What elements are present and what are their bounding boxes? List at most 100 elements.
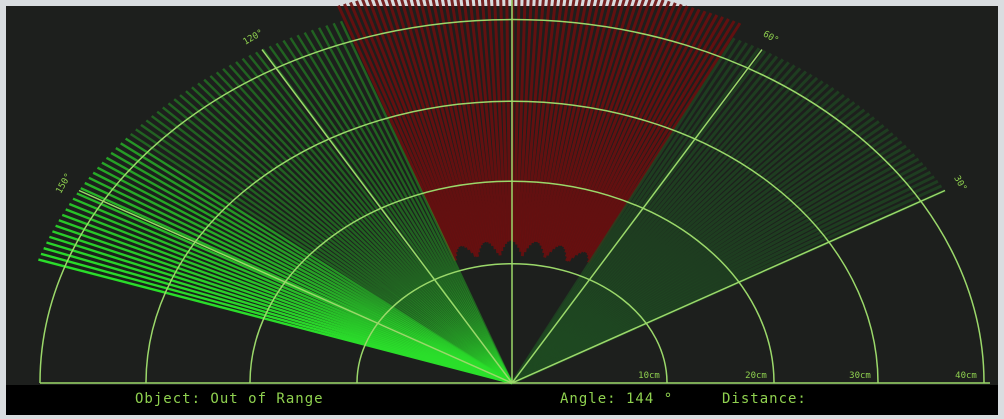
sweep-near — [317, 27, 514, 384]
sweep-far — [542, 0, 607, 254]
sweep-near — [156, 110, 513, 384]
sweep-far — [561, 0, 659, 248]
sweep-far — [513, 0, 521, 243]
sweep-near — [162, 106, 513, 384]
sweep-far — [539, 0, 595, 246]
sweep-far — [586, 18, 730, 257]
status-bar — [6, 385, 998, 415]
distance-label: 20cm — [745, 371, 767, 381]
sweep-far — [380, 0, 468, 248]
sweep-far — [560, 0, 652, 247]
distance-label: 30cm — [849, 371, 871, 381]
sweep-far — [393, 0, 474, 254]
sweep-far — [587, 22, 742, 264]
sweep-far — [543, 0, 613, 258]
sweep-far — [367, 0, 463, 247]
sweep-far — [557, 0, 646, 247]
sweep-far — [530, 0, 570, 244]
radial-line — [78, 189, 513, 384]
sweep-near — [197, 82, 513, 384]
sweep-far — [564, 0, 671, 254]
sweep-far — [578, 10, 707, 254]
sweep-far — [552, 0, 633, 250]
sweep-near — [215, 71, 513, 384]
sweep-near — [303, 32, 514, 384]
sweep-far — [567, 5, 689, 262]
sweep-far — [528, 0, 564, 246]
sweep-near — [191, 86, 513, 384]
sweep-far — [462, 0, 497, 250]
sweep-near — [151, 115, 513, 384]
sweep-near — [282, 39, 513, 384]
sweep-far — [585, 16, 724, 254]
sweep-near — [185, 90, 513, 384]
sweep-far — [587, 20, 736, 260]
sweep-near — [235, 61, 513, 384]
sweep-near — [135, 128, 513, 384]
sweep-far — [493, 0, 508, 245]
sweep-far — [499, 0, 510, 242]
sweep-near — [173, 98, 513, 384]
sweep-far — [400, 0, 478, 257]
sweep-near — [289, 37, 514, 384]
sweep-far — [450, 0, 492, 244]
sweep-far — [343, 3, 458, 257]
sweep-far — [431, 0, 485, 244]
sweep-far — [444, 0, 490, 243]
sweep-far — [515, 0, 527, 245]
sweep-near — [310, 29, 514, 384]
sweep-far — [456, 0, 495, 247]
sweep-far — [574, 8, 701, 256]
sweep-far — [564, 2, 677, 258]
sweep-far — [425, 0, 483, 246]
radial-line — [511, 49, 763, 384]
sweep-far — [583, 14, 719, 253]
sweep-near — [209, 75, 513, 384]
sweep-far — [563, 0, 665, 250]
angle-status: Angle: 144 ° — [560, 391, 673, 407]
sweep-near — [296, 34, 514, 384]
radial-line — [261, 49, 513, 384]
sweep-far — [487, 0, 506, 248]
sweep-far — [337, 4, 458, 262]
sweep-far — [517, 0, 533, 248]
sweep-near — [510, 37, 736, 384]
sweep-far — [523, 0, 551, 253]
radial-line — [511, 189, 946, 384]
sweep-near — [38, 258, 513, 385]
sweep-far — [505, 0, 512, 241]
sweep-far — [412, 0, 481, 253]
distance-status: Distance: — [722, 391, 807, 407]
sweep-near — [228, 64, 513, 384]
sweep-far — [545, 0, 620, 256]
sweep-far — [349, 1, 458, 253]
sweep-far — [525, 0, 558, 249]
sweep — [38, 0, 946, 385]
sweep-near — [332, 22, 514, 384]
sweep-far — [406, 0, 480, 258]
sweep-near — [255, 51, 513, 384]
sweep-far — [519, 0, 539, 252]
sweep-near — [241, 57, 513, 384]
sweep-near — [268, 45, 513, 384]
sweep-far — [437, 0, 487, 243]
sweep-near — [203, 78, 513, 384]
sweep-far — [480, 0, 504, 252]
sweep-far — [355, 0, 459, 250]
sweep-far — [571, 7, 695, 259]
sweep-far — [361, 0, 461, 248]
sweep-near — [179, 94, 513, 384]
sweep-far — [540, 0, 601, 250]
sweep-far — [581, 12, 713, 253]
sweep-far — [537, 0, 588, 244]
sweep-far — [555, 0, 639, 248]
sweep-near — [339, 20, 514, 384]
sweep-far — [535, 0, 582, 243]
sweep-far — [374, 0, 465, 247]
sweep-far — [419, 0, 482, 249]
sweep-near — [145, 119, 513, 384]
sweep-far — [468, 0, 500, 254]
